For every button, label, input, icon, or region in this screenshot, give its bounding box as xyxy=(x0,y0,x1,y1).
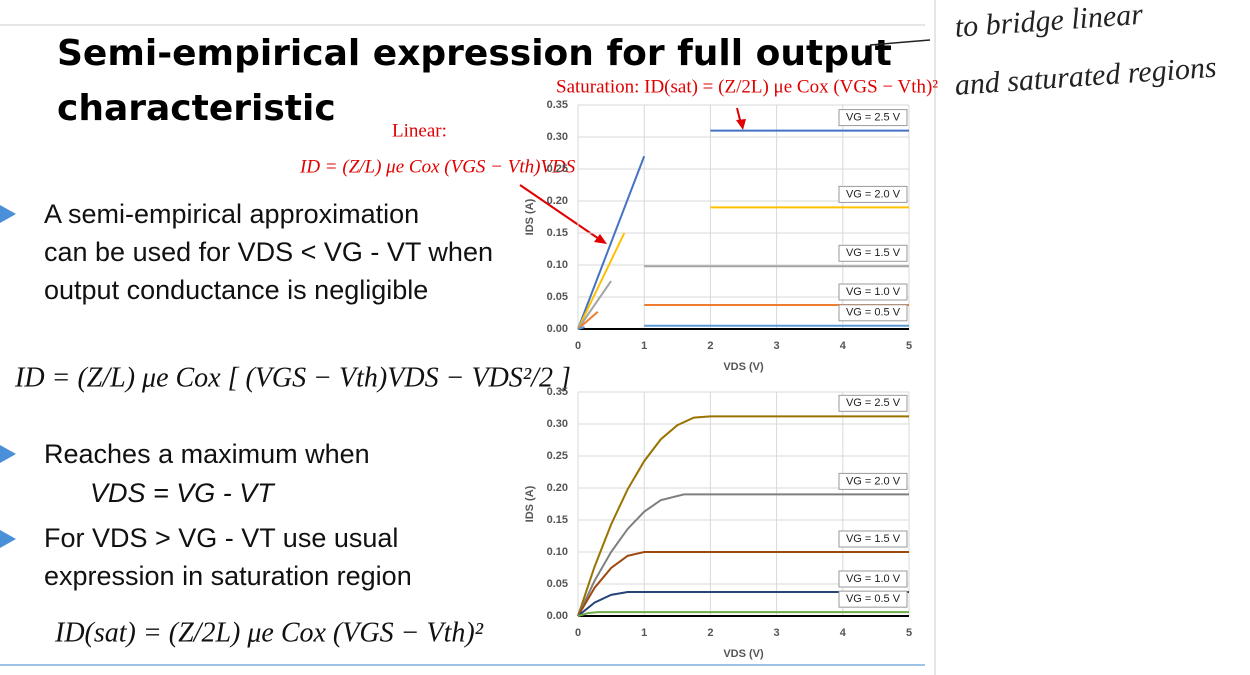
y-tick-label: 0.20 xyxy=(547,195,568,207)
series-line xyxy=(577,493,909,617)
x-tick-label: 4 xyxy=(840,627,847,639)
y-tick-label: 0.30 xyxy=(547,131,568,143)
slide-title: characteristic xyxy=(57,88,336,129)
annotation-arrowhead xyxy=(594,234,607,244)
annotation: Saturation: ID(sat) = (Z/2L) μe Cox (VGS… xyxy=(556,76,938,97)
y-tick-label: 0.00 xyxy=(547,323,568,335)
equation: ID = (Z/L) μe Cox [ (VGS − Vth)VDS − VDS… xyxy=(14,362,571,393)
legend-label: VG = 2.0 V xyxy=(846,475,901,487)
x-tick-label: 2 xyxy=(707,627,713,639)
bullet-marker xyxy=(0,205,16,223)
y-tick-label: 0.00 xyxy=(547,610,568,622)
y-tick-label: 0.35 xyxy=(547,386,568,398)
annotation-arrowhead xyxy=(736,119,746,130)
x-tick-label: 1 xyxy=(641,340,647,352)
annotation: ID = (Z/L) μe Cox (VGS − Vth)VDS xyxy=(299,156,576,177)
series-line xyxy=(577,310,599,330)
legend-label: VG = 1.5 V xyxy=(846,247,901,259)
bullet-text: expression in saturation region xyxy=(44,561,412,591)
series-line xyxy=(577,280,612,330)
y-tick-label: 0.30 xyxy=(547,418,568,430)
series-line xyxy=(577,155,646,330)
series-line xyxy=(577,611,909,617)
y-tick-label: 0.15 xyxy=(547,227,568,239)
y-tick-label: 0.25 xyxy=(547,450,568,462)
equation: ID(sat) = (Z/2L) μe Cox (VGS − Vth)² xyxy=(54,617,484,648)
slide-title: Semi-empirical expression for full outpu… xyxy=(57,33,892,74)
x-tick-label: 5 xyxy=(906,627,912,639)
bullet-text: VDS = VG - VT xyxy=(90,478,276,508)
x-tick-label: 0 xyxy=(575,627,581,639)
legend-label: VG = 1.0 V xyxy=(846,286,901,298)
y-axis-label: IDS (A) xyxy=(524,198,536,235)
legend-box xyxy=(838,530,908,548)
legend-box xyxy=(838,244,908,262)
x-axis-label: VDS (V) xyxy=(723,648,764,660)
legend-box xyxy=(838,185,908,203)
y-tick-label: 0.10 xyxy=(547,546,568,558)
legend-box xyxy=(838,304,908,322)
bullet-marker xyxy=(0,445,16,463)
legend-label: VG = 0.5 V xyxy=(846,307,901,319)
bullet-text: A semi-empirical approximation xyxy=(44,199,419,229)
legend-box xyxy=(838,394,908,412)
x-tick-label: 3 xyxy=(774,627,780,639)
x-tick-label: 1 xyxy=(641,627,647,639)
bullet-text: For VDS > VG - VT use usual xyxy=(44,523,398,553)
series-line xyxy=(577,591,909,617)
y-tick-label: 0.35 xyxy=(547,99,568,111)
legend-box xyxy=(838,472,908,490)
legend-box xyxy=(838,109,908,127)
legend-label: VG = 1.0 V xyxy=(846,573,901,585)
annotation: Linear: xyxy=(392,120,447,141)
annotation-arrow xyxy=(519,184,603,242)
series-line xyxy=(577,326,585,330)
x-tick-label: 5 xyxy=(906,340,912,352)
y-tick-label: 0.05 xyxy=(547,578,568,590)
y-tick-label: 0.05 xyxy=(547,291,568,303)
x-axis-label: VDS (V) xyxy=(723,361,764,373)
series-line xyxy=(577,415,909,617)
x-tick-label: 3 xyxy=(774,340,780,352)
handwritten-dash xyxy=(869,39,931,46)
bullet-text: output conductance is negligible xyxy=(44,275,428,305)
series-line xyxy=(577,232,626,330)
y-tick-label: 0.20 xyxy=(547,482,568,494)
bullet-text: Reaches a maximum when xyxy=(44,439,370,469)
legend-box xyxy=(838,590,908,608)
legend-label: VG = 0.5 V xyxy=(846,593,901,605)
bullet-marker xyxy=(0,530,16,548)
legend-label: VG = 2.0 V xyxy=(846,188,901,200)
x-tick-label: 0 xyxy=(575,340,581,352)
legend-label: VG = 2.5 V xyxy=(846,397,901,409)
y-tick-label: 0.10 xyxy=(547,259,568,271)
bullet-text: can be used for VDS < VG - VT when xyxy=(44,237,493,267)
legend-label: VG = 1.5 V xyxy=(846,533,901,545)
y-tick-label: 0.15 xyxy=(547,514,568,526)
legend-label: VG = 2.5 V xyxy=(846,112,901,124)
handwritten-note: and saturated regions xyxy=(954,51,1218,102)
x-tick-label: 2 xyxy=(707,340,713,352)
y-tick-label: 0.25 xyxy=(547,163,568,175)
series-line xyxy=(577,551,909,617)
legend-box xyxy=(838,570,908,588)
handwritten-note: to bridge linear xyxy=(954,0,1144,44)
x-tick-label: 4 xyxy=(840,340,847,352)
y-axis-label: IDS (A) xyxy=(524,485,536,522)
legend-box xyxy=(838,283,908,301)
